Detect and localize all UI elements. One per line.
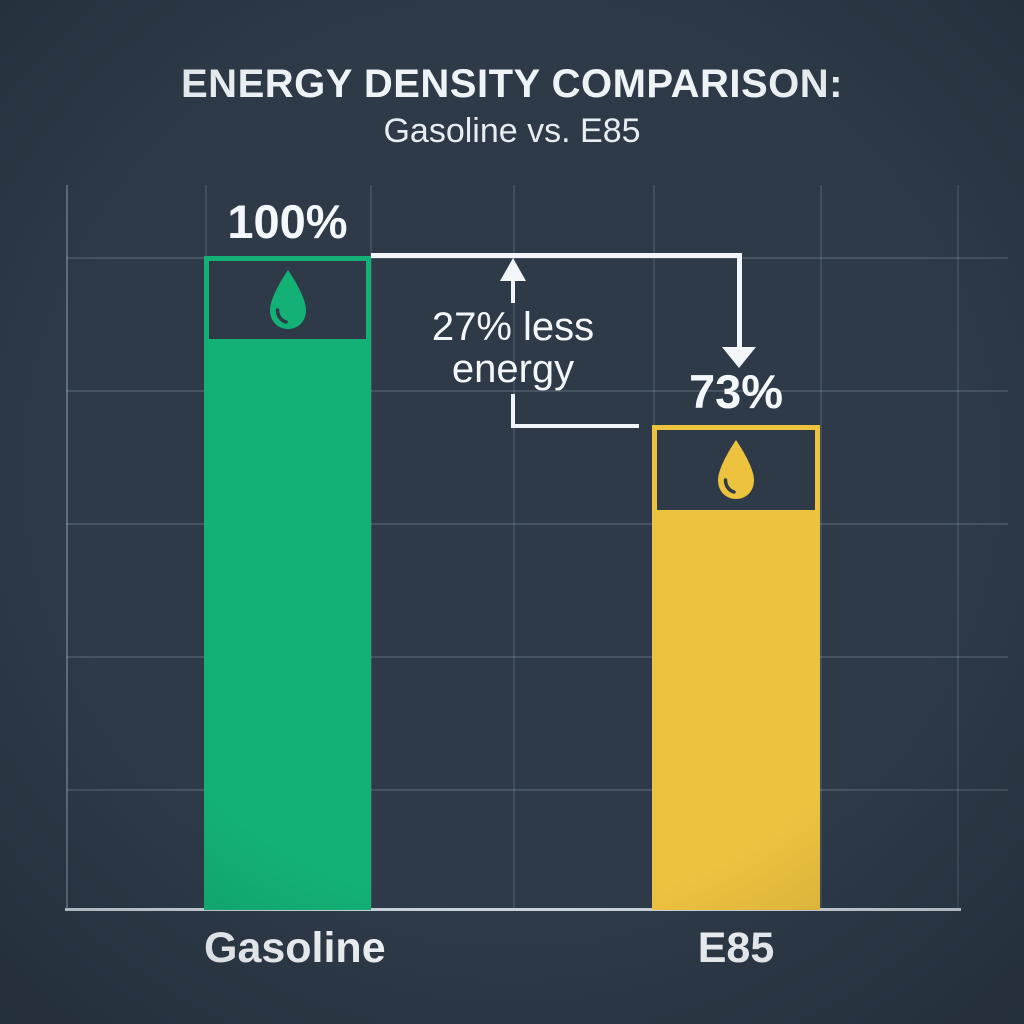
annotation-text-line1: 27% less bbox=[431, 305, 595, 349]
horizontal-gridline bbox=[66, 390, 1008, 392]
gasoline-value-label: 100% bbox=[227, 195, 348, 248]
vertical-gridline bbox=[370, 185, 372, 911]
vertical-gridline bbox=[820, 185, 822, 911]
gasoline-category-label: Gasoline bbox=[204, 924, 386, 972]
y-axis-line bbox=[66, 185, 68, 911]
annotation-connector-line bbox=[371, 253, 742, 258]
annotation-bracket-horizontal bbox=[511, 424, 639, 428]
annotation-text-line2: energy bbox=[451, 347, 575, 391]
horizontal-gridline bbox=[66, 523, 1008, 525]
horizontal-gridline bbox=[66, 789, 1008, 791]
chart-subtitle: Gasoline vs. E85 bbox=[383, 112, 641, 150]
arrow-up-icon bbox=[500, 258, 526, 281]
droplet-icon bbox=[718, 440, 754, 499]
annotation-text: 27% less energy bbox=[393, 306, 633, 390]
gasoline-bar-fill bbox=[204, 344, 371, 910]
gasoline-bar bbox=[204, 256, 371, 910]
gasoline-icon-box bbox=[204, 256, 371, 344]
e85-icon-box bbox=[652, 425, 820, 515]
droplet-icon bbox=[269, 270, 306, 329]
arrow-down-shaft bbox=[737, 253, 742, 347]
vertical-gridline bbox=[513, 185, 515, 911]
e85-bar-fill bbox=[652, 515, 820, 910]
x-axis-line bbox=[65, 908, 961, 911]
annotation-bracket-vertical bbox=[511, 394, 515, 426]
arrow-down-icon bbox=[722, 347, 756, 368]
chart-title: ENERGY DENSITY COMPARISON: bbox=[181, 62, 843, 106]
e85-category-label: E85 bbox=[697, 924, 775, 972]
vertical-gridline bbox=[957, 185, 959, 911]
e85-value-label: 73% bbox=[688, 365, 784, 418]
arrow-up-shaft bbox=[511, 281, 515, 303]
horizontal-gridline bbox=[66, 257, 1008, 259]
e85-bar bbox=[652, 425, 820, 910]
horizontal-gridline bbox=[66, 656, 1008, 658]
